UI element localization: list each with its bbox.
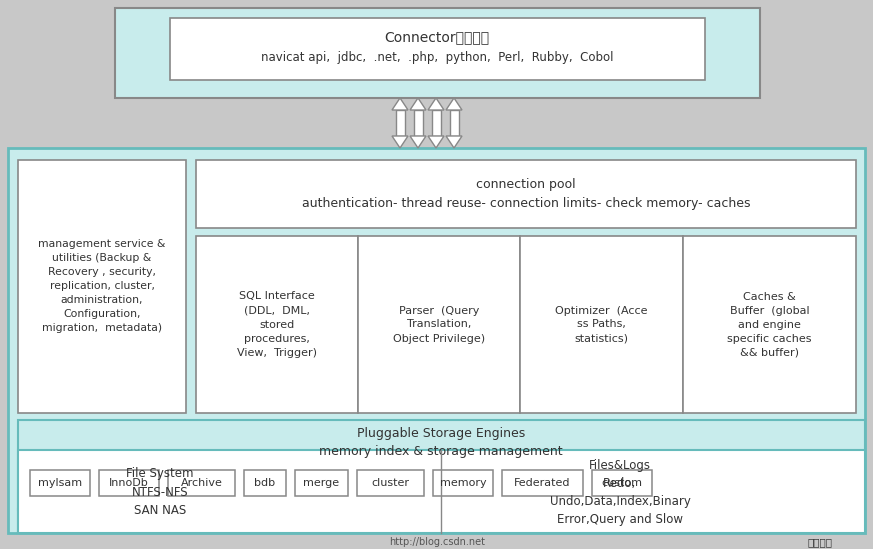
Bar (8, 148, 865, 533)
Bar (357, 470, 424, 496)
Bar (196, 160, 856, 228)
Text: Caches &
Buffer  (global
and engine
specific caches
&& buffer): Caches & Buffer (global and engine speci… (727, 292, 812, 357)
Bar (18, 420, 865, 510)
Bar (295, 470, 348, 496)
Text: cluster: cluster (372, 478, 409, 488)
Text: 创新互联: 创新互联 (808, 537, 833, 547)
Text: InnoDb: InnoDb (109, 478, 149, 488)
Polygon shape (392, 98, 408, 110)
Bar (196, 236, 358, 413)
Bar (414, 110, 423, 136)
Text: management service &
utilities (Backup &
Recovery , security,
replication, clust: management service & utilities (Backup &… (38, 239, 166, 333)
Text: connection pool
authentication- thread reuse- connection limits- check memory- c: connection pool authentication- thread r… (302, 178, 750, 210)
Polygon shape (428, 136, 444, 148)
Bar (30, 470, 90, 496)
Bar (20, 511, 863, 531)
Text: Pluggable Storage Engines
memory index & storage management: Pluggable Storage Engines memory index &… (320, 427, 563, 457)
Text: Optimizer  (Acce
ss Paths,
statistics): Optimizer (Acce ss Paths, statistics) (555, 305, 648, 344)
Bar (502, 470, 583, 496)
Text: merge: merge (304, 478, 340, 488)
Polygon shape (446, 98, 462, 110)
Bar (592, 470, 652, 496)
Text: Federated: Federated (514, 478, 571, 488)
Text: Connector（连接）: Connector（连接） (384, 30, 490, 44)
Text: http://blog.csdn.net: http://blog.csdn.net (389, 537, 485, 547)
Bar (683, 236, 856, 413)
Text: Parser  (Query
Translation,
Object Privilege): Parser (Query Translation, Object Privil… (393, 305, 485, 344)
Bar (433, 470, 493, 496)
Polygon shape (392, 136, 408, 148)
Text: bdb: bdb (254, 478, 276, 488)
Polygon shape (410, 98, 426, 110)
Text: memory: memory (440, 478, 486, 488)
Text: File System
NTFS-NFS
SAN NAS: File System NTFS-NFS SAN NAS (127, 467, 194, 517)
Polygon shape (428, 98, 444, 110)
Text: SQL Interface
(DDL,  DML,
stored
procedures,
View,  Trigger): SQL Interface (DDL, DML, stored procedur… (237, 292, 317, 357)
Bar (18, 450, 865, 533)
Bar (99, 470, 159, 496)
Bar (450, 110, 459, 136)
Bar (432, 110, 441, 136)
Bar (520, 236, 683, 413)
Text: api: api (527, 260, 633, 320)
Text: api: api (132, 260, 238, 320)
Text: mylsam: mylsam (38, 478, 82, 488)
Bar (244, 470, 286, 496)
Bar (358, 236, 520, 413)
Bar (168, 470, 235, 496)
Text: custom: custom (601, 478, 643, 488)
Text: api: api (527, 25, 633, 85)
Text: api: api (527, 411, 633, 469)
Polygon shape (446, 136, 462, 148)
Bar (18, 160, 186, 413)
Text: api: api (132, 25, 238, 85)
Text: api: api (132, 411, 238, 469)
Text: navicat api,  jdbc,  .net,  .php,  python,  Perl,  Rubby,  Cobol: navicat api, jdbc, .net, .php, python, P… (261, 52, 613, 64)
Bar (115, 8, 760, 98)
Text: Files&Logs
Redo,
Undo,Data,Index,Binary
Error,Query and Slow: Files&Logs Redo, Undo,Data,Index,Binary … (550, 458, 691, 525)
Text: Archive: Archive (181, 478, 223, 488)
Bar (396, 110, 405, 136)
Bar (18, 509, 865, 533)
Polygon shape (410, 136, 426, 148)
Bar (170, 18, 705, 80)
